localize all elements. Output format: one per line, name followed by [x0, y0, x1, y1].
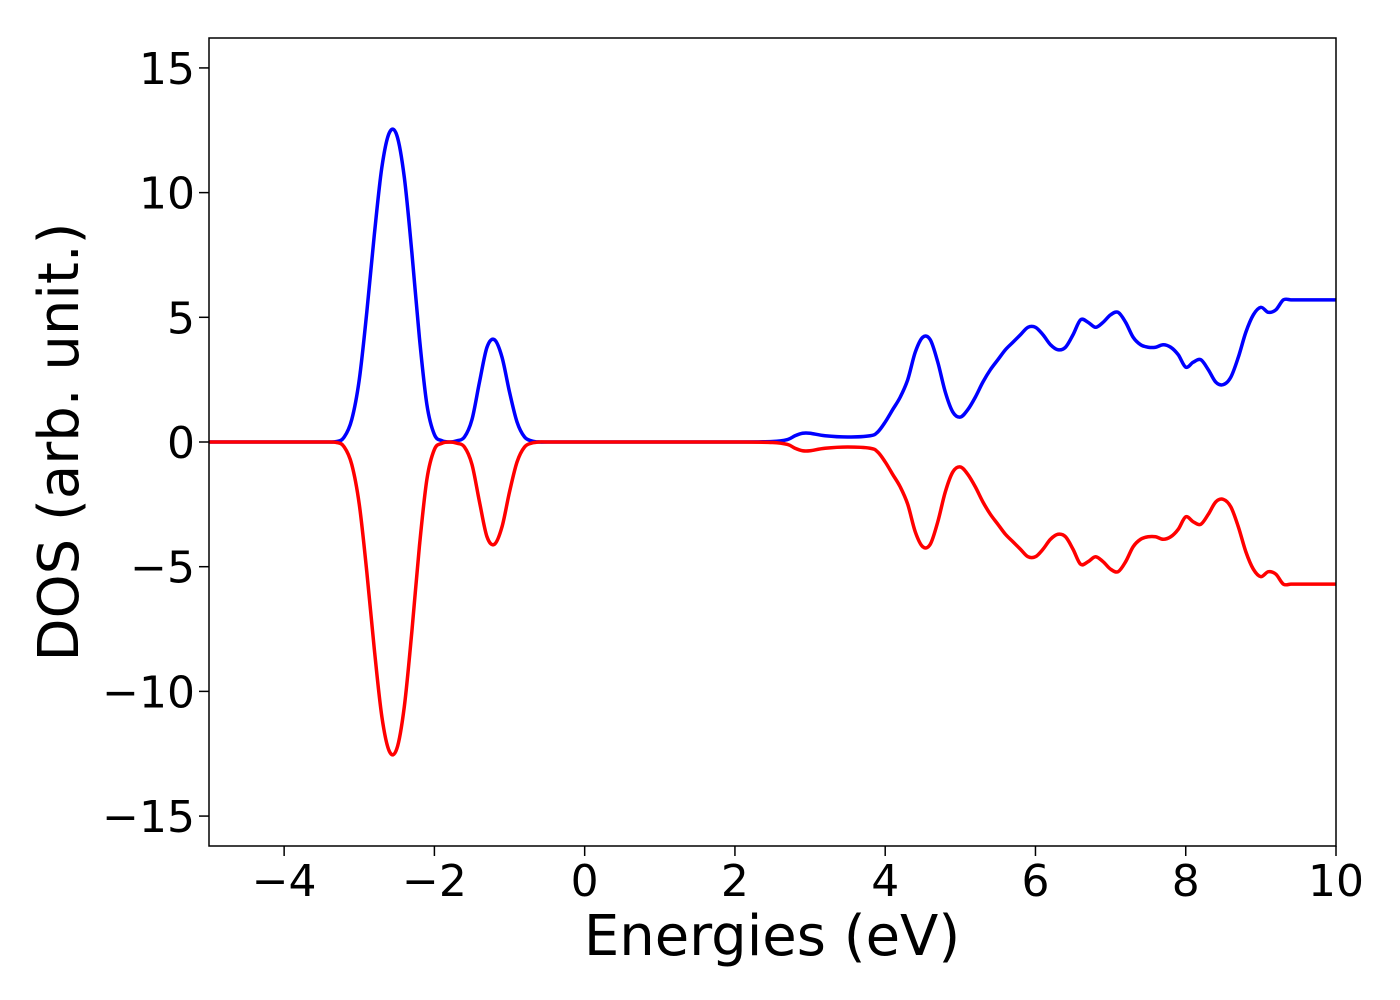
x-tick-label: −2: [402, 856, 467, 907]
y-axis-title: DOS (arb. unit.): [27, 222, 92, 661]
y-tick-label: 15: [139, 44, 195, 95]
x-tick-label: 6: [1021, 856, 1049, 907]
x-tick-label: 2: [721, 856, 749, 907]
y-tick-label: −10: [102, 667, 195, 718]
x-axis-ticks: −4 −2 0 2 4 6 8 10: [252, 846, 1364, 907]
x-tick-label: −4: [252, 856, 317, 907]
x-tick-label: 8: [1172, 856, 1200, 907]
x-tick-label: 4: [871, 856, 899, 907]
y-axis-ticks: 15 10 5 0 −5 −10 −15: [102, 44, 209, 843]
y-tick-label: −5: [130, 543, 195, 594]
y-tick-label: −15: [102, 792, 195, 843]
y-tick-label: 5: [167, 293, 195, 344]
x-tick-label: 10: [1308, 856, 1364, 907]
spin-up-dos-line: [209, 127, 1336, 444]
x-axis-title: Energies (eV): [584, 904, 960, 969]
series-layer: [209, 127, 1336, 757]
y-tick-label: 0: [167, 418, 195, 469]
spin-down-dos-line: [209, 440, 1336, 757]
x-tick-label: 0: [571, 856, 599, 907]
y-tick-label: 10: [139, 169, 195, 220]
